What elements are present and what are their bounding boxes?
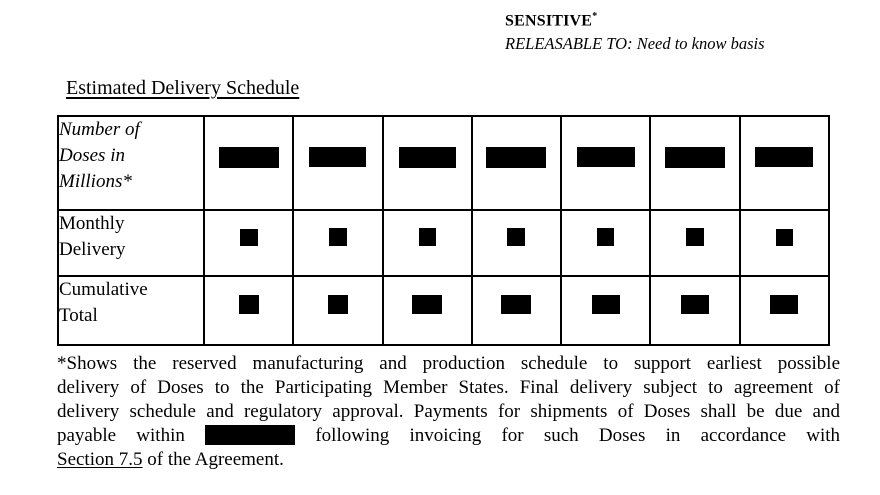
row-label: Cumulative Total [57, 275, 205, 346]
redaction-bar [576, 147, 635, 167]
redacted-cell [292, 209, 384, 277]
redacted-cell [381, 275, 473, 346]
row-label: Monthly Delivery [57, 209, 205, 277]
redacted-cell [292, 115, 384, 211]
footnote-last-line: Section 7.5 of the Agreement. [57, 448, 840, 472]
redaction-bar [597, 228, 615, 246]
row-label: Number of Doses in Millions* [57, 115, 205, 211]
redacted-cell [738, 275, 831, 346]
redacted-cell [202, 115, 295, 211]
redacted-cell [738, 115, 831, 211]
redaction-bar [328, 228, 347, 246]
table-row: Monthly Delivery [57, 209, 831, 277]
footnote-closing-text: of the Agreement. [147, 449, 284, 470]
classification-text: SENSITIVE [505, 12, 593, 30]
classification-asterisk: * [592, 11, 598, 22]
redacted-cell [202, 209, 295, 277]
redaction-bar [591, 295, 620, 314]
classification-block: SENSITIVE* RELEASABLE TO: Need to know b… [505, 11, 765, 54]
footnote-line: delivery schedule and regulatory approva… [57, 401, 840, 422]
redaction-bar [327, 295, 348, 314]
redaction-bar [418, 228, 436, 246]
redaction-bar [755, 147, 814, 167]
redacted-cell [202, 275, 295, 346]
redacted-text-bar [205, 425, 296, 445]
schedule-table-body: Number of Doses in Millions* Monthly Deli… [57, 115, 831, 346]
redaction-bar [239, 228, 258, 246]
redaction-bar [665, 146, 726, 168]
table-row: Cumulative Total [57, 275, 831, 346]
redacted-cell [560, 115, 652, 211]
delivery-schedule-table: Number of Doses in Millions* Monthly Deli… [57, 115, 831, 346]
redaction-bar [775, 228, 793, 246]
redaction-bar [770, 295, 799, 314]
redacted-cell [381, 209, 473, 277]
redacted-cell [560, 275, 652, 346]
table-row: Number of Doses in Millions* [57, 115, 831, 211]
page-title: Estimated Delivery Schedule [66, 77, 300, 99]
footnote-text-after-redaction: following invoicing for such Doses in ac… [315, 425, 841, 446]
redaction-bar [218, 146, 279, 168]
releasable-line: RELEASABLE TO: Need to know basis [505, 34, 765, 54]
redaction-bar [238, 295, 259, 314]
redacted-cell [470, 275, 563, 346]
redacted-cell [470, 115, 563, 211]
footnote-line: delivery of Doses to the Participating M… [57, 377, 840, 398]
classification-label: SENSITIVE* [505, 11, 765, 30]
redaction-bar [507, 228, 526, 246]
footnote-line: *Shows the reserved manufacturing and pr… [57, 353, 840, 374]
section-reference: Section 7.5 [57, 449, 143, 470]
redacted-cell [649, 115, 741, 211]
redaction-bar [486, 146, 547, 168]
footnote-line-redacted: payable within following invoicing for s… [57, 424, 840, 448]
redacted-cell [738, 209, 831, 277]
redacted-cell [649, 275, 741, 346]
redaction-bar [309, 147, 367, 167]
footnote: *Shows the reserved manufacturing and pr… [57, 352, 840, 472]
redacted-cell [649, 209, 741, 277]
redaction-bar [681, 295, 710, 314]
redaction-bar [501, 295, 532, 314]
redacted-cell [381, 115, 473, 211]
redacted-cell [292, 275, 384, 346]
redacted-cell [560, 209, 652, 277]
redacted-cell [470, 209, 563, 277]
redaction-bar [398, 146, 456, 168]
redaction-bar [412, 295, 443, 314]
footnote-text-before-redaction: payable within [57, 425, 185, 446]
redaction-bar [686, 228, 705, 246]
